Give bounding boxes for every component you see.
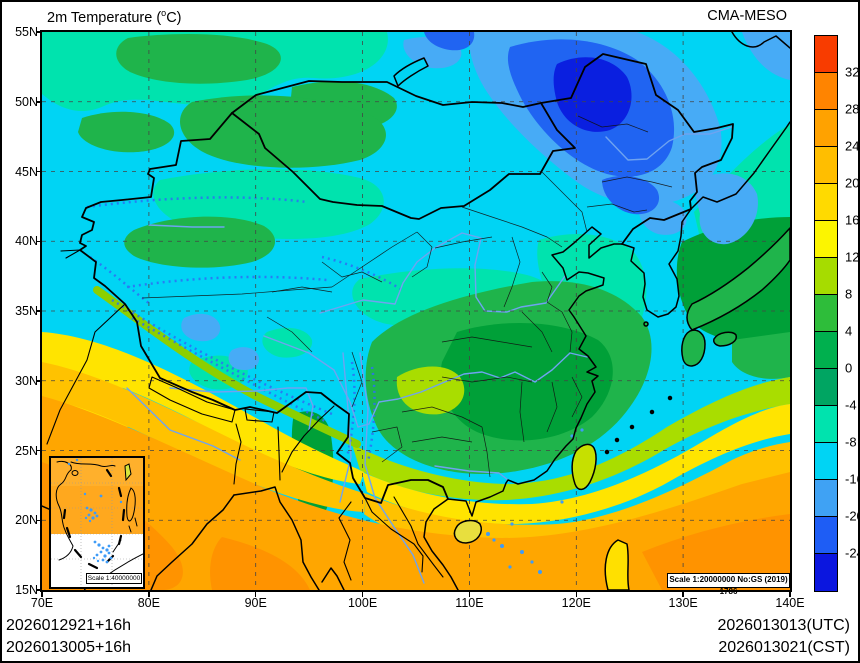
lat-tick-label: 30N bbox=[15, 373, 38, 388]
colorbar-segment bbox=[815, 258, 837, 295]
colorbar-tick-label: 24 bbox=[845, 138, 860, 154]
colorbar-segment bbox=[815, 184, 837, 221]
inset-island-dots bbox=[67, 458, 123, 564]
lat-tick-label: 40N bbox=[15, 234, 38, 249]
lon-tick-label: 90E bbox=[244, 596, 267, 610]
colorbar-segment bbox=[815, 369, 837, 406]
colorbar-segments bbox=[815, 36, 837, 591]
lon-tick bbox=[575, 592, 578, 597]
colorbar-tick-label: 28 bbox=[845, 101, 860, 117]
colorbar bbox=[814, 35, 838, 592]
map-frame bbox=[40, 30, 792, 592]
colorbar-tick-label: -20 bbox=[845, 508, 858, 524]
inset-nine-dash-line bbox=[62, 468, 126, 570]
lon-tick bbox=[789, 592, 791, 597]
lat-tick bbox=[36, 310, 41, 312]
inset-scale-label: Scale 1:40000000 bbox=[86, 573, 142, 584]
lon-tick-label: 80E bbox=[137, 596, 160, 610]
colorbar-tick-label: -8 bbox=[845, 434, 857, 450]
lon-tick-label: 70E bbox=[30, 596, 54, 610]
colorbar-tick-label: 8 bbox=[845, 286, 853, 302]
temperature-field bbox=[42, 32, 790, 590]
lat-tick bbox=[36, 240, 41, 242]
national-borders bbox=[79, 53, 734, 504]
colorbar-tick-label: 16 bbox=[845, 212, 860, 228]
lon-tick bbox=[361, 592, 364, 597]
lon-tick bbox=[682, 592, 684, 597]
lat-tick-label: 20N bbox=[15, 513, 38, 528]
coastlines bbox=[41, 31, 791, 591]
map-canvas bbox=[41, 31, 791, 591]
lon-tick-label: 140E bbox=[775, 596, 805, 610]
inset-canvas bbox=[51, 458, 144, 587]
title-text: 2m Temperature ( bbox=[47, 9, 162, 26]
lat-tick bbox=[36, 589, 41, 591]
lon-tick-label: 120E bbox=[561, 596, 591, 610]
lon-tick bbox=[254, 592, 257, 597]
colorbar-tick-label: 12 bbox=[845, 249, 860, 265]
lat-tick-label: 55N bbox=[15, 25, 38, 39]
lat-tick bbox=[36, 31, 41, 33]
colorbar-segment bbox=[815, 406, 837, 443]
colorbar-segment bbox=[815, 147, 837, 184]
colorbar-segment bbox=[815, 554, 837, 591]
lat-tick-label: 50N bbox=[15, 94, 38, 109]
lon-tick-label: 110E bbox=[455, 596, 484, 610]
inset-coastlines bbox=[55, 461, 144, 579]
lat-tick bbox=[36, 170, 41, 173]
colorbar-tick-label: 0 bbox=[845, 360, 853, 376]
lat-tick bbox=[36, 449, 41, 452]
foreign-borders bbox=[46, 249, 444, 581]
model-name-label: CMA-MESO bbox=[707, 8, 787, 24]
colorbar-tick-label: -4 bbox=[845, 397, 857, 413]
lon-tick bbox=[468, 592, 471, 597]
island-dots bbox=[486, 428, 584, 574]
lat-tick-label: 25N bbox=[15, 443, 38, 458]
footer-valid-time-cst: 2026013021(CST) bbox=[718, 639, 850, 656]
lon-tick-label: 100E bbox=[347, 596, 378, 610]
title-unit: C) bbox=[166, 9, 182, 26]
lon-tick-label: 130E bbox=[668, 596, 698, 610]
lon-tick bbox=[41, 592, 43, 597]
lat-tick-label: 45N bbox=[15, 164, 38, 179]
colorbar-tick-label: -16 bbox=[845, 471, 858, 487]
title-degree-sup: o bbox=[161, 8, 167, 18]
lat-tick bbox=[36, 519, 41, 521]
rivers bbox=[126, 126, 733, 584]
lat-tick-label: 35N bbox=[15, 304, 38, 318]
footer-init-time-cst: 2026013005+16h bbox=[6, 639, 132, 656]
colorbar-segment bbox=[815, 36, 837, 73]
footer-init-time: 2026012921+16h bbox=[6, 617, 132, 634]
colorbar-segment bbox=[815, 295, 837, 332]
footer-valid-time-utc: 2026013013(UTC) bbox=[717, 617, 850, 634]
colorbar-segment bbox=[815, 221, 837, 258]
colorbar-segment bbox=[815, 517, 837, 554]
colorbar-segment bbox=[815, 73, 837, 110]
lat-tick bbox=[36, 101, 41, 103]
colorbar-tick-label: -24 bbox=[845, 545, 858, 561]
colorbar-tick-label: 4 bbox=[845, 323, 853, 339]
page-title: 2m Temperature (oC) bbox=[47, 8, 182, 26]
south-china-sea-inset bbox=[49, 456, 145, 589]
colorbar-segment bbox=[815, 332, 837, 369]
map-scale-label: Scale 1:20000000 No:GS (2019) 1786 bbox=[667, 573, 790, 596]
colorbar-segment bbox=[815, 110, 837, 147]
colorbar-tick-label: 32 bbox=[845, 64, 860, 80]
colorbar-tick-label: 20 bbox=[845, 175, 860, 191]
colorbar-segment bbox=[815, 480, 837, 517]
colorbar-segment bbox=[815, 443, 837, 480]
inset-gridlines bbox=[51, 458, 143, 587]
lat-tick-label: 15N bbox=[15, 583, 38, 597]
lon-tick bbox=[148, 592, 150, 597]
province-borders bbox=[141, 115, 673, 478]
lat-tick bbox=[36, 380, 41, 382]
